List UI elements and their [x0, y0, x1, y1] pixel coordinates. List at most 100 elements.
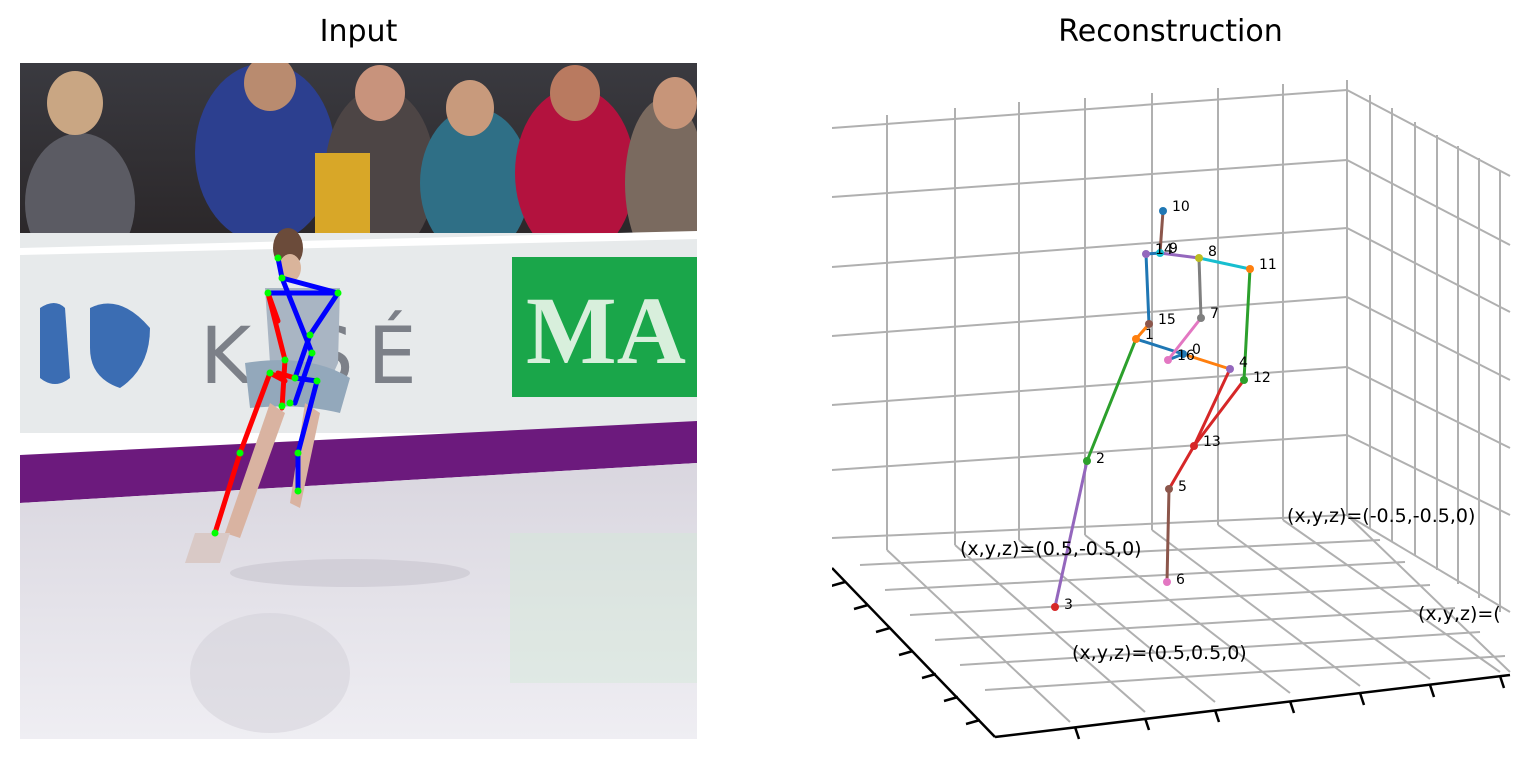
axis-tick [1288, 700, 1296, 714]
keypoint [264, 289, 272, 297]
grid-line [984, 655, 1506, 691]
axis-spine [994, 673, 1511, 739]
joint-label-6: 6 [1176, 572, 1185, 588]
joint-8 [1195, 254, 1203, 262]
grid-line [884, 561, 1406, 591]
bone-0-4 [1181, 352, 1232, 371]
grid-line [832, 89, 1348, 129]
axis-tick [875, 626, 891, 634]
grid-line [954, 544, 1146, 713]
ice-surface [20, 463, 697, 739]
axis-tick [965, 718, 981, 726]
joint-label-5: 5 [1178, 479, 1187, 495]
joint-label-0: 0 [1192, 342, 1201, 358]
bone-5-6 [1165, 487, 1171, 584]
axis-tick [832, 580, 846, 588]
left-shin-bone [212, 450, 243, 536]
axis-tick [1428, 684, 1436, 698]
joint-11 [1246, 265, 1254, 273]
axis-tick [1498, 675, 1506, 689]
joint-label-7: 7 [1210, 306, 1219, 322]
joint-1 [1132, 335, 1140, 343]
keypoint [274, 254, 282, 262]
grid-line [959, 631, 1481, 666]
keypoint [236, 449, 244, 457]
grid-line [1151, 529, 1361, 687]
grid-line [832, 227, 1348, 268]
bone-11-12 [1242, 267, 1252, 382]
joint-0 [1179, 350, 1187, 358]
joint-label-13: 13 [1203, 434, 1221, 450]
joint-label-11: 11 [1259, 257, 1277, 273]
grid-line [1346, 227, 1511, 313]
bone-13-5 [1167, 444, 1196, 491]
left-forearm-bone [279, 357, 288, 411]
pose-2d-keypoints [211, 254, 342, 537]
joint-label-3: 3 [1064, 597, 1073, 613]
x-axis [832, 567, 1511, 740]
keypoint [278, 274, 286, 282]
keypoint [313, 377, 321, 385]
grid-line [1084, 534, 1291, 694]
right-thigh-bone [295, 378, 320, 456]
grid-line [1217, 524, 1431, 680]
joint-12 [1240, 376, 1248, 384]
axis-tick [921, 672, 937, 680]
right-arm-inner-bone [279, 275, 315, 356]
bone-14-15 [1144, 252, 1151, 326]
keypoint [286, 399, 294, 407]
keypoint [266, 369, 274, 377]
grid-side-wall [1346, 80, 1511, 612]
corner-label-b: (x,y,z)=(-0.5,-0.5,0) [1287, 505, 1475, 527]
joint-label-8: 8 [1208, 244, 1217, 260]
grid-line [859, 539, 1381, 566]
input-image: K SÉ MA [20, 63, 697, 739]
grid-line [909, 584, 1431, 616]
grid-line [1346, 89, 1511, 177]
grid-line [1346, 296, 1511, 381]
axis-tick [1213, 709, 1221, 723]
joint-2 [1083, 457, 1091, 465]
keypoint [291, 374, 299, 382]
axis-tick [943, 695, 959, 703]
bone-16-7 [1166, 316, 1203, 362]
joint-7 [1197, 314, 1205, 322]
corner-label-c: (x,y,z)=(0.5,0.5,0) [1072, 642, 1247, 664]
keypoint [281, 356, 289, 364]
left-thigh-bone [237, 370, 273, 456]
joint-6 [1163, 578, 1171, 586]
keypoint [294, 487, 302, 495]
axis-tick [853, 603, 869, 611]
grid-line [832, 159, 1348, 198]
grid-back-wall [832, 80, 1348, 550]
joint-label-1: 1 [1145, 327, 1154, 343]
grid-line [934, 607, 1456, 641]
reconstruction-plot: 0 1 2 3 4 5 6 7 8 9 10 11 12 13 14 15 16 (x,y,z)=(0.5,-0… [832, 60, 1527, 759]
keypoint [306, 331, 314, 339]
keypoint [211, 529, 219, 537]
keypoint [308, 349, 316, 357]
joint-label-12: 12 [1253, 370, 1271, 386]
joint-14 [1142, 250, 1150, 258]
reconstruction-panel-title: Reconstruction [1058, 14, 1283, 49]
joint-label-2: 2 [1096, 451, 1105, 467]
joint-label-15: 15 [1158, 312, 1176, 328]
banner-sponsor-text: MA [526, 277, 686, 384]
grid-line [832, 296, 1348, 337]
joint-label-14: 14 [1155, 242, 1173, 258]
bone-8-9 [1158, 251, 1201, 260]
corner-label-d: (x,y,z)=( [1418, 603, 1501, 625]
input-panel-title: Input [319, 14, 398, 49]
bone-12-13 [1192, 378, 1246, 448]
joint-9 [1156, 249, 1164, 257]
grid-line [832, 366, 1348, 406]
joint-4 [1226, 365, 1234, 373]
left-upper-arm-bone [265, 290, 288, 363]
right-hip-bone [292, 375, 320, 384]
bone-9-10 [1158, 209, 1165, 255]
grid-line [832, 514, 1348, 539]
grid-line [886, 549, 1071, 723]
rink-board: K SÉ MA [20, 231, 697, 503]
keypoint [278, 402, 286, 410]
joint-10 [1159, 207, 1167, 215]
